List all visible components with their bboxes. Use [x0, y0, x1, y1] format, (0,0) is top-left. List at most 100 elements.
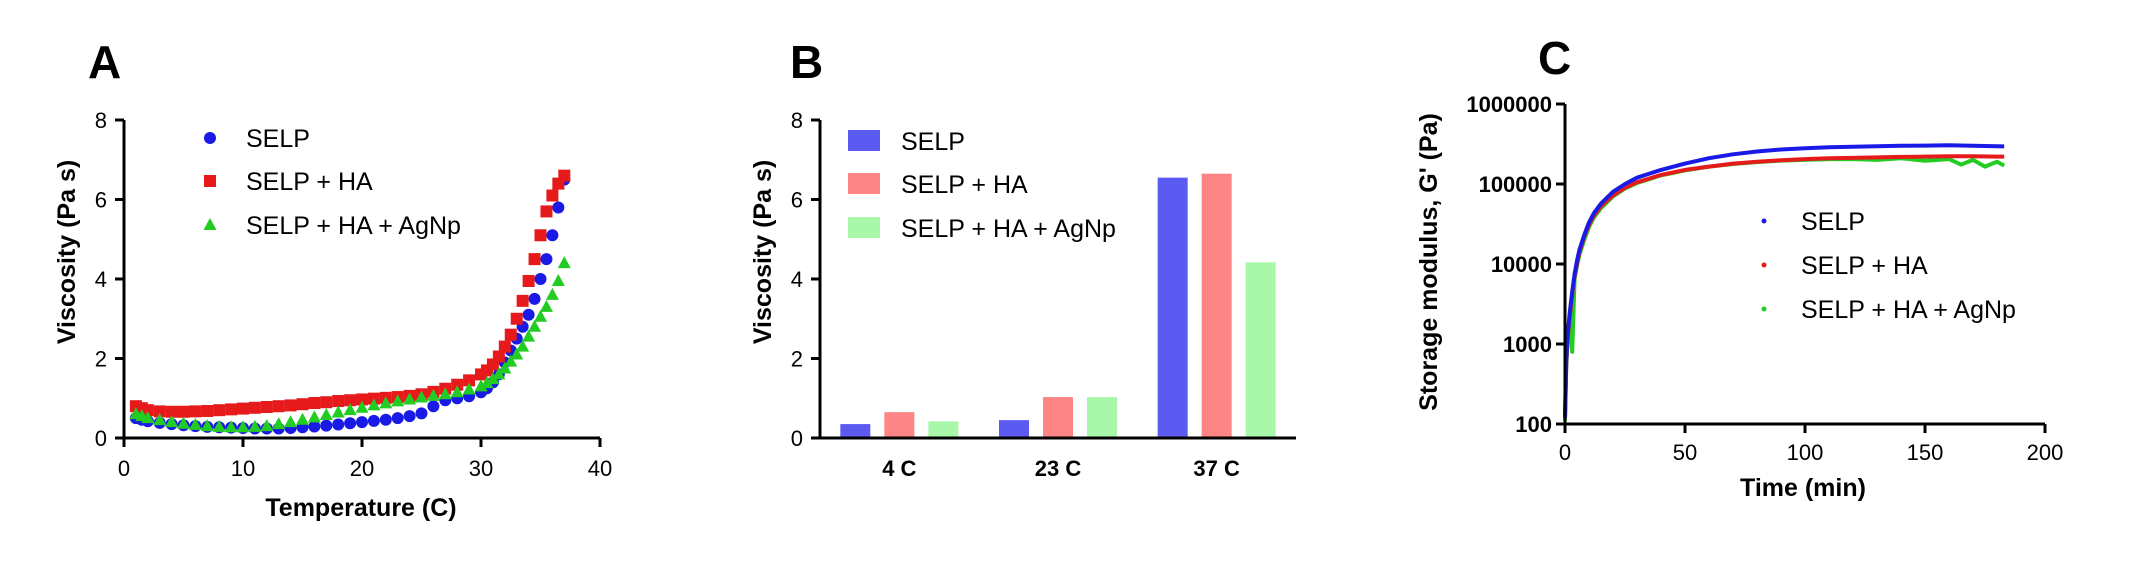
panel-a-data-point: [451, 378, 464, 391]
panel-c-legend-marker: [1761, 306, 1767, 312]
panel-a-x-tick-label: 0: [118, 456, 130, 481]
panel-c-x-tick-label: 150: [1907, 440, 1944, 465]
panel-b-bar: [1043, 397, 1073, 438]
panel-a-data-point: [415, 407, 428, 420]
panel-a-data-point: [272, 417, 286, 430]
panel-b-y-tick-label: 6: [791, 188, 803, 213]
panel-a-data-point: [462, 382, 476, 395]
panel-a-data-point: [546, 229, 559, 242]
panel-b-legend-label: SELP + HA: [901, 171, 1028, 199]
panel-a-data-point: [331, 405, 345, 418]
panel-b-y-tick-label: 4: [791, 267, 803, 292]
panel-a-data-point: [534, 309, 547, 322]
panel-b-legend-swatch: [848, 217, 880, 238]
panel-b-y-axis-title: Viscosity (Pa s): [749, 160, 777, 344]
panel-b-letter: B: [790, 36, 823, 88]
panel-a-data-point: [177, 416, 190, 429]
panel-a-data-point: [379, 413, 392, 426]
panel-a-data-point: [200, 419, 214, 432]
panel-a-data-point: [480, 376, 494, 389]
panel-c-series-line: [1563, 143, 2005, 418]
panel-b-bar: [928, 421, 959, 438]
panel-a-data-point: [438, 387, 452, 400]
panel-a-data-point: [308, 397, 321, 410]
panel-a-data-point: [522, 308, 535, 321]
panel-c-y-tick-label: 100: [1515, 412, 1552, 437]
panel-a-x-tick-label: 40: [588, 456, 612, 481]
panel-b-bar: [1245, 262, 1276, 438]
panel-a-data-point: [320, 396, 333, 409]
panel-a-data-point: [545, 287, 559, 300]
panel-a-data-point: [498, 340, 511, 353]
panel-a-data-point: [308, 420, 321, 433]
panel-a-y-tick-label: 6: [95, 188, 107, 213]
panel-a-data-point: [415, 390, 428, 403]
panel-a-legend-marker: [203, 218, 217, 230]
panel-a-data-point: [319, 407, 333, 420]
panel-b-bar: [999, 420, 1029, 438]
panel-a-data-point: [272, 400, 285, 413]
panel-b-y-tick-label: 0: [791, 426, 803, 451]
panel-a-data-point: [557, 256, 571, 269]
panel-c-x-tick-label: 200: [2027, 440, 2064, 465]
panel-c-legend-marker: [1761, 262, 1767, 268]
panel-b-category-label: 4 C: [882, 456, 916, 481]
panel-a-data-point: [498, 361, 512, 374]
panel-c-y-tick-label: 100000: [1479, 172, 1552, 197]
panel-a-data-point: [551, 273, 565, 286]
panel-a-y-tick-label: 4: [95, 267, 107, 292]
panel-a-data-point: [153, 405, 166, 418]
panel-a-x-tick-label: 30: [469, 456, 493, 481]
panel-a-data-point: [450, 385, 464, 398]
panel-a-data-point: [344, 394, 357, 407]
panel-a-data-point: [165, 405, 178, 418]
panel-b-category-label: 23 C: [1035, 456, 1082, 481]
panel-a-data-point: [248, 419, 262, 432]
panel-a-data-point: [552, 201, 565, 214]
panel-a-data-point: [153, 413, 167, 426]
panel-b-bar: [840, 424, 871, 438]
panel-a-data-point: [539, 299, 553, 312]
panel-a-data-point: [427, 400, 440, 413]
panel-a-data-point: [356, 416, 368, 429]
panel-c-chart: C Storage modulus, G' (Pa) Time (min) 0 5…: [1415, 32, 2063, 502]
panel-b-category-label: 37 C: [1193, 456, 1240, 481]
panel-b-y-tick-label: 2: [791, 347, 803, 372]
panel-c-y-tick-label: 10000: [1491, 252, 1552, 277]
panel-a-data-point: [510, 347, 524, 360]
panel-c-y-tick-label: 1000000: [1466, 92, 1552, 117]
panel-a-data-point: [516, 294, 529, 307]
panel-b-bar: [1201, 173, 1232, 438]
panel-a-data-point: [546, 189, 559, 202]
panel-a-legend-label: SELP + HA: [246, 168, 373, 196]
panel-a-data-point: [504, 328, 517, 341]
panel-a-legend-marker: [204, 132, 216, 144]
panel-a-x-axis-title: Temperature (C): [265, 494, 456, 522]
panel-a-data-point: [165, 415, 179, 428]
panel-b-legend-label: SELP: [901, 128, 965, 156]
panel-a-data-point: [391, 394, 405, 407]
panel-a-data-point: [284, 415, 298, 428]
panel-c-legend-label: SELP + HA: [1801, 252, 1928, 280]
panel-a-data-point: [224, 420, 238, 433]
panel-a-data-point: [403, 392, 417, 405]
panel-a-x-tick-label: 10: [231, 456, 255, 481]
panel-a-data-point: [141, 404, 154, 417]
panel-a-data-point: [367, 398, 381, 411]
panel-a-data-point: [367, 414, 380, 427]
panel-a-data-point: [177, 405, 190, 418]
panel-a-data-point: [522, 329, 536, 342]
panel-a-y-tick-label: 0: [95, 426, 107, 451]
panel-a-data-point: [260, 419, 274, 432]
panel-a-data-point: [516, 339, 530, 352]
panel-a-data-point: [540, 205, 553, 218]
panel-a-data-point: [201, 404, 214, 417]
panel-a-data-point: [225, 403, 238, 416]
panel-a-data-point: [391, 412, 404, 425]
panel-a-letter: A: [88, 36, 121, 88]
panel-c-x-tick-label: 0: [1559, 440, 1571, 465]
panel-a-data-point: [510, 312, 523, 325]
panel-a-data-point: [248, 401, 261, 414]
panel-a-data-point: [307, 410, 321, 423]
panel-a-data-point: [343, 403, 357, 416]
